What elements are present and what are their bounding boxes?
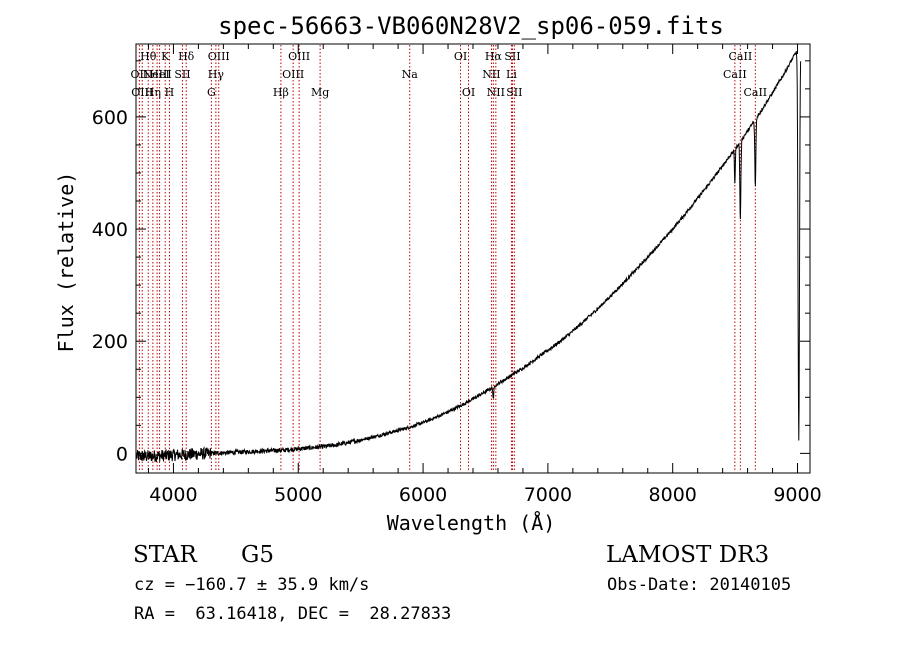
line-marker-label-25: SII: [506, 86, 522, 99]
survey-name: LAMOST DR3: [606, 542, 769, 568]
line-marker-label-0: OII: [131, 68, 149, 81]
line-marker-label-28: CaII: [743, 86, 767, 99]
line-marker-label-22: NII: [487, 86, 505, 99]
object-subclass: G5: [241, 542, 274, 568]
line-marker-label-10: G: [207, 86, 216, 99]
line-marker-label-3: Hη: [145, 86, 161, 99]
x-tick-label-0: 4000: [149, 484, 197, 506]
line-marker-label-18: OI: [454, 50, 467, 63]
chart-title: spec-56663-VB060N28V2_sp06-059.fits: [218, 12, 724, 40]
line-marker-label-24: SII: [504, 50, 520, 63]
line-marker-label-12: OIII: [208, 50, 230, 63]
x-tick-label-2: 6000: [399, 484, 447, 506]
tick-labels: 4000 5000 6000 7000 8000 9000 0 200 400 600: [92, 107, 822, 506]
line-marker-label-15: OIII: [288, 50, 310, 63]
line-marker-label-4: NeIII: [143, 68, 172, 81]
x-tick-label-4: 8000: [649, 484, 697, 506]
line-marker-label-20: NII: [482, 68, 500, 81]
line-marker-label-27: CaII: [729, 50, 753, 63]
redshift-cz: cz = −160.7 ± 35.9 km/s: [134, 575, 369, 595]
line-marker-label-7: H: [165, 86, 175, 99]
line-marker-label-5: HeI: [149, 68, 169, 81]
x-axis-label: Wavelength (Å): [387, 511, 556, 535]
line-marker-label-8: SII: [174, 68, 190, 81]
line-marker-label-21: Hα: [485, 50, 503, 63]
x-tick-label-1: 5000: [274, 484, 322, 506]
y-tick-label-0: 0: [116, 443, 128, 465]
line-marker-label-13: Hβ: [273, 86, 289, 99]
line-marker-label-23: Li: [506, 68, 517, 81]
x-tick-label-5: 9000: [773, 484, 821, 506]
coordinates: RA = 63.16418, DEC = 28.27833: [134, 604, 451, 624]
y-axis-label: Flux (relative): [54, 172, 78, 353]
x-tick-label-3: 7000: [524, 484, 572, 506]
line-marker-label-6: K: [161, 50, 170, 63]
line-marker-label-19: OI: [462, 86, 475, 99]
line-marker-label-2: Hθ: [140, 50, 157, 63]
line-marker-label-17: Na: [402, 68, 419, 81]
line-marker-label-26: CaII: [723, 68, 747, 81]
y-tick-label-3: 600: [92, 107, 128, 129]
plot-frame: [135, 43, 811, 474]
obs-date: Obs-Date: 20140105: [607, 575, 791, 595]
y-tick-label-1: 200: [92, 331, 128, 353]
spectrum-line: [136, 50, 802, 462]
line-markers: [138, 45, 756, 472]
line-marker-label-14: OIII: [282, 68, 304, 81]
line-marker-label-9: Hδ: [178, 50, 195, 63]
object-class: STAR: [133, 542, 197, 568]
axis-ticks: [136, 44, 810, 473]
y-tick-label-2: 400: [92, 219, 128, 241]
line-marker-label-16: Mg: [311, 86, 329, 99]
line-marker-label-11: Hγ: [208, 68, 225, 81]
